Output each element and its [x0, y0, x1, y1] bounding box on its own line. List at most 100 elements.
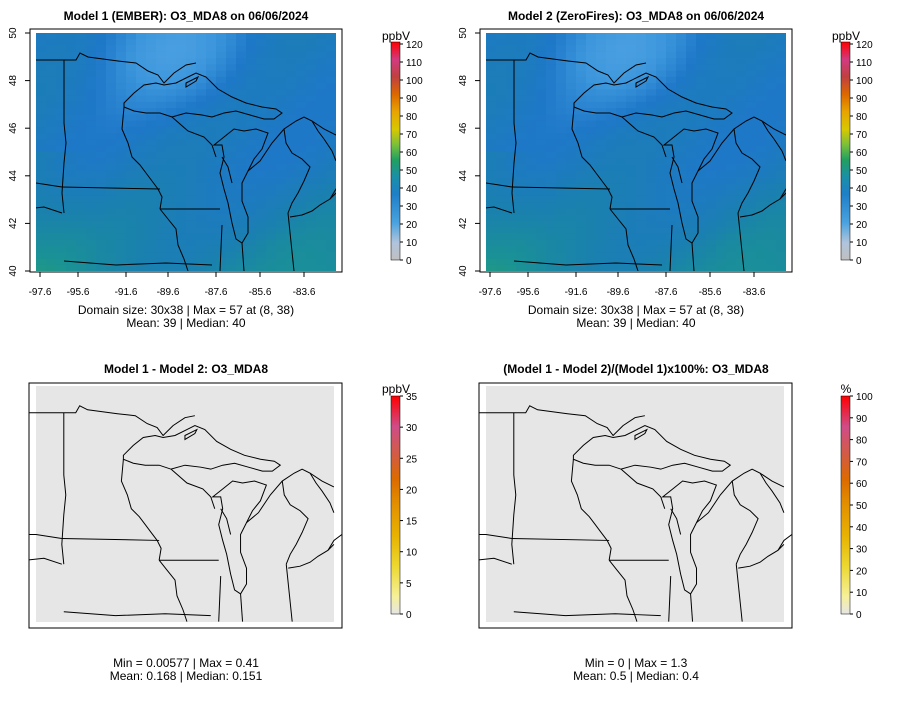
heatmap-cell: [506, 51, 517, 59]
heatmap-cell: [676, 58, 687, 65]
heatmap-cell: [236, 139, 247, 147]
heatmap-cell: [506, 195, 517, 203]
heatmap-cell: [776, 64, 786, 71]
heatmap-cell: [766, 220, 777, 228]
heatmap-cell: [306, 195, 317, 203]
heatmap-cell: [256, 195, 267, 203]
heatmap-cell: [666, 220, 677, 228]
heatmap-cell: [706, 202, 717, 209]
heatmap-cell: [646, 114, 657, 122]
heatmap-cell: [176, 70, 187, 78]
heatmap-cell: [486, 83, 497, 90]
heatmap-cell: [526, 202, 537, 209]
heatmap-cell: [156, 51, 167, 59]
heatmap-cell: [56, 58, 67, 65]
heatmap-cell: [506, 108, 517, 115]
panel1-stats-line2: Mean: 39 | Median: 40: [126, 316, 246, 330]
heatmap-cell: [136, 195, 147, 203]
heatmap-cell: [496, 158, 507, 165]
heatmap-cell: [136, 51, 147, 59]
heatmap-cell: [296, 239, 307, 247]
panel1-stats-line1: Domain size: 30x38 | Max = 57 at (8, 38): [78, 303, 294, 317]
heatmap-cell: [166, 258, 177, 266]
colorbar-tick-label: 70: [856, 457, 868, 468]
heatmap-cell: [216, 120, 227, 128]
heatmap-cell: [706, 45, 717, 53]
heatmap-cell: [656, 170, 667, 178]
heatmap-cell: [686, 120, 697, 128]
heatmap-cell: [316, 64, 327, 71]
heatmap-cell: [606, 114, 617, 122]
heatmap-cell: [676, 220, 687, 228]
heatmap-cell: [206, 233, 217, 241]
heatmap-cell: [146, 89, 157, 97]
heatmap-cell: [496, 33, 507, 40]
heatmap-cell: [546, 114, 557, 122]
heatmap-cell: [736, 183, 747, 190]
heatmap-cell: [326, 33, 336, 40]
heatmap-cell: [56, 70, 67, 78]
heatmap-cell: [556, 145, 567, 153]
heatmap-cell: [246, 39, 257, 46]
heatmap-cell: [256, 239, 267, 247]
heatmap-cell: [536, 101, 547, 109]
heatmap-cell: [536, 183, 547, 190]
heatmap-cell: [236, 76, 247, 84]
heatmap-cell: [306, 252, 317, 259]
x-tick-label: -87.6: [205, 287, 228, 298]
heatmap-cell: [156, 45, 167, 53]
heatmap-cell: [616, 177, 627, 184]
heatmap-cell: [36, 145, 47, 153]
heatmap-cell: [576, 139, 587, 147]
heatmap-cell: [236, 120, 247, 128]
heatmap-cell: [766, 239, 777, 247]
heatmap-cell: [46, 145, 57, 153]
x-tick-label: -97.6: [479, 287, 502, 298]
heatmap-cell: [216, 58, 227, 65]
heatmap-cell: [236, 58, 247, 65]
heatmap-cell: [176, 208, 187, 216]
heatmap-cell: [296, 245, 307, 253]
y-tick-label: 42: [458, 217, 469, 229]
heatmap-cell: [136, 114, 147, 122]
heatmap-cell: [296, 189, 307, 197]
heatmap-cell: [566, 164, 577, 172]
heatmap-cell: [516, 83, 527, 90]
heatmap-cell: [316, 214, 327, 222]
heatmap-cell: [686, 183, 697, 190]
heatmap-cell: [276, 177, 287, 184]
heatmap-cell: [746, 152, 757, 159]
heatmap-cell: [316, 252, 327, 259]
heatmap-cell: [666, 45, 677, 53]
heatmap-cell: [566, 252, 577, 259]
heatmap-cell: [176, 239, 187, 247]
heatmap-cell: [736, 51, 747, 59]
heatmap-cell: [556, 152, 567, 159]
heatmap-cell: [216, 45, 227, 53]
panel3-colorbar-unit: ppbV: [382, 382, 410, 396]
heatmap-cell: [156, 202, 167, 209]
colorbar-tick-label: 30: [406, 202, 418, 213]
heatmap-cell: [776, 258, 786, 266]
panel2-colorbar-unit: ppbV: [832, 29, 860, 43]
heatmap-cell: [586, 227, 597, 234]
heatmap-cell: [626, 139, 637, 147]
heatmap-cell: [126, 58, 137, 65]
heatmap-cell: [516, 245, 527, 253]
heatmap-cell: [86, 227, 97, 234]
heatmap-cell: [506, 177, 517, 184]
heatmap-cell: [556, 101, 567, 109]
heatmap-cell: [586, 145, 597, 153]
heatmap-cell: [86, 133, 97, 140]
heatmap-cell: [486, 145, 497, 153]
heatmap-cell: [326, 239, 336, 247]
heatmap-cell: [96, 126, 107, 134]
heatmap-cell: [36, 183, 47, 190]
heatmap-cell: [226, 152, 237, 159]
heatmap-cell: [116, 239, 127, 247]
heatmap-cell: [706, 195, 717, 203]
heatmap-cell: [46, 101, 57, 109]
heatmap-cell: [66, 70, 77, 78]
heatmap-cell: [526, 33, 537, 40]
heatmap-cell: [686, 220, 697, 228]
